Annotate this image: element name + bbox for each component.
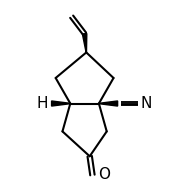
Text: H: H [37, 96, 48, 111]
Text: N: N [140, 96, 152, 111]
Text: O: O [98, 168, 110, 182]
Polygon shape [82, 33, 87, 52]
Polygon shape [99, 101, 118, 106]
Polygon shape [52, 101, 70, 106]
